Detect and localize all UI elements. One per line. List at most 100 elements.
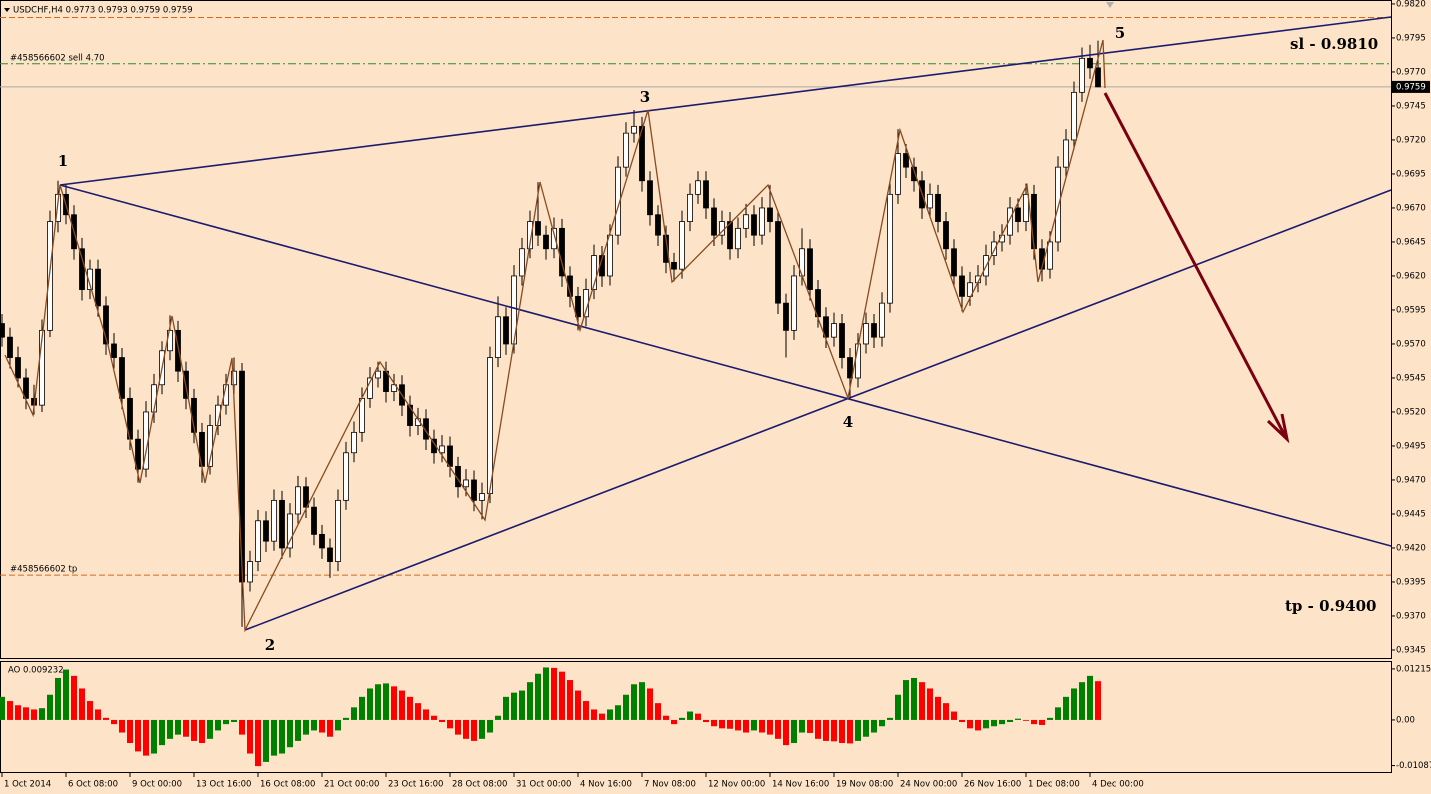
candle-body (831, 323, 837, 338)
candle-body (87, 268, 93, 290)
candle-body (671, 261, 677, 270)
candle-body (903, 153, 909, 168)
ao-bar (191, 719, 197, 741)
x-tick-label: 1 Dec 08:00 (1028, 780, 1080, 790)
ao-bar (167, 719, 173, 739)
ao-bar (623, 694, 629, 720)
ao-bar (335, 719, 341, 731)
drawings (4, 2, 1392, 633)
candle-body (871, 323, 877, 338)
candle-body (679, 221, 685, 270)
candle-body (279, 499, 285, 549)
y-tick-label: 0.9695 (1396, 169, 1426, 179)
forecast-arrow (1103, 92, 1287, 437)
ao-bar (631, 684, 637, 720)
y-tick-label: 0.9620 (1396, 271, 1426, 281)
ao-bar (751, 719, 757, 731)
candle-body (1087, 57, 1093, 69)
wave-label: 2 (265, 636, 275, 654)
candle-body (119, 357, 125, 399)
ao-bar (687, 711, 693, 720)
candle-body (407, 404, 413, 426)
ao-bar (439, 719, 445, 723)
y-tick-label: 0.9595 (1396, 305, 1426, 315)
y-tick-label: 0.9720 (1396, 135, 1426, 145)
y-tick-label: 0.9820 (1396, 0, 1426, 9)
ao-bar (551, 667, 557, 720)
candle-body (527, 221, 533, 250)
ao-bar (903, 680, 909, 720)
ao-bar (399, 690, 405, 720)
ao-bar (39, 708, 45, 720)
candle-body (7, 336, 13, 358)
candle-body (55, 193, 61, 222)
ao-bar (415, 703, 421, 720)
y-tick-label: 0.9770 (1396, 67, 1426, 77)
candle-body (175, 329, 181, 372)
ao-bar (239, 719, 245, 735)
ao-bar (71, 675, 77, 720)
candle-body (111, 343, 117, 358)
ao-bar (871, 719, 877, 733)
ao-bar (447, 719, 453, 729)
ao-bar (919, 682, 925, 720)
ao-bar (775, 719, 781, 739)
candle-body (743, 214, 749, 229)
x-tick-label: 28 Oct 08:00 (452, 780, 507, 790)
candle-body (319, 533, 325, 549)
order-level-label: #458566602 tp (10, 565, 77, 575)
ao-bar (783, 719, 789, 746)
candle-body (295, 486, 301, 515)
candle-body (935, 193, 941, 222)
candle-body (135, 438, 141, 470)
ao-bar (567, 680, 573, 720)
x-tick-label: 21 Oct 00:00 (324, 780, 379, 790)
ao-bar (199, 719, 205, 744)
candle-body (487, 357, 493, 494)
x-tick-label: 31 Oct 00:00 (516, 780, 571, 790)
indicator-y-tick-label: 0.01215 (1396, 664, 1431, 674)
candle-body (711, 207, 717, 236)
ao-bar (591, 709, 597, 720)
ao-bar (799, 719, 805, 733)
ao-bar (119, 719, 125, 733)
candle-body (783, 302, 789, 331)
candle-body (335, 499, 341, 562)
candle-body (623, 132, 629, 168)
candle-body (575, 295, 581, 318)
candle-body (391, 384, 397, 392)
ao-bar (807, 719, 813, 733)
ao-bar (87, 701, 93, 720)
candle-body (39, 329, 45, 406)
ao-bar (367, 688, 373, 720)
ao-bar (295, 719, 301, 741)
candle-body (639, 125, 645, 182)
ao-bar (695, 713, 701, 720)
candle-body (759, 207, 765, 236)
ao-bar (407, 696, 413, 720)
candle-body (1023, 193, 1029, 222)
candle-body (1095, 67, 1101, 88)
candle-body (551, 227, 557, 250)
ao-bar (951, 711, 957, 720)
candle-body (471, 479, 477, 501)
y-tick-label: 0.9495 (1396, 441, 1426, 451)
ao-bar (943, 703, 949, 720)
ao-bar (647, 688, 653, 720)
ao-bar (63, 669, 69, 720)
ao-bar (1071, 688, 1077, 720)
ao-bar (311, 719, 317, 731)
ao-bar (207, 719, 213, 739)
candle-body (1071, 91, 1077, 141)
candle-body (951, 248, 957, 277)
candle-body (47, 221, 53, 331)
ao-bar (375, 684, 381, 720)
ao-bar (719, 719, 725, 729)
ao-bar (423, 709, 429, 720)
ao-bar (887, 717, 893, 720)
ao-bar (455, 719, 461, 735)
candle-body (847, 357, 853, 379)
ao-bar (671, 719, 677, 725)
candle-body (239, 370, 245, 583)
chart-title: USDCHF,H4 0.9773 0.9793 0.9759 0.9759 (13, 6, 193, 16)
